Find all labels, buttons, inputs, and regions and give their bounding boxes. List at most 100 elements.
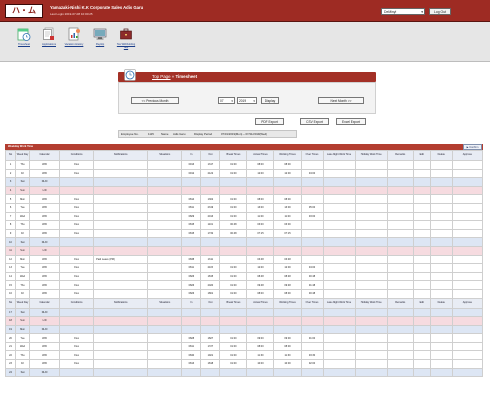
cell-edit[interactable] <box>412 177 431 187</box>
cell-edit[interactable] <box>412 228 431 239</box>
cell-edit[interactable] <box>412 367 431 378</box>
cell-delete[interactable] <box>429 177 453 187</box>
cell-approve[interactable] <box>451 228 484 239</box>
table-row[interactable]: 15 Thu W/D Flex 0826 2020 01:00 09:48 09:48 01:48 <box>4 280 484 290</box>
cell-delete[interactable] <box>429 280 453 290</box>
cell-edit[interactable] <box>412 288 431 299</box>
cell-approve[interactable] <box>451 341 484 352</box>
cell-edit[interactable] <box>412 263 431 273</box>
cell-approve[interactable] <box>451 177 484 187</box>
table-row[interactable]: 11 Sun L/D <box>4 245 484 256</box>
table-row[interactable]: 22 Thu W/D Flex 0840 1921 01:00 11:30 11:30 03:30 <box>4 350 484 361</box>
cell-approve[interactable] <box>451 254 484 265</box>
cell-approve[interactable] <box>451 288 484 299</box>
cell-edit[interactable] <box>412 211 431 222</box>
cell-approve[interactable] <box>451 324 484 335</box>
cell-delete[interactable] <box>429 211 453 222</box>
cell-approve[interactable] <box>451 185 484 196</box>
table-row[interactable]: 9 Fri W/D Flex 0815 1732 00:48 07:15 07:15 <box>4 228 484 239</box>
cell-delete[interactable] <box>429 341 453 352</box>
cell-edit[interactable] <box>412 316 431 326</box>
cell-edit[interactable] <box>412 185 431 196</box>
cell-edit[interactable] <box>412 194 431 204</box>
table-row[interactable]: 10 Sat DL/D <box>4 237 484 247</box>
cell-edit[interactable] <box>412 160 431 170</box>
excel-export-button[interactable]: Excel Export <box>336 118 366 125</box>
cell-delete[interactable] <box>429 168 453 179</box>
cell-approve[interactable] <box>451 160 484 170</box>
table-row[interactable]: 23 Fri W/D Flex 0813 1818 01:00 10:00 10:00 02:00 <box>4 359 484 369</box>
table-row[interactable]: 13 Tue W/D Flex 0811 2115 01:00 12:00 12:00 04:00 <box>4 263 484 273</box>
cell-edit[interactable] <box>412 202 431 213</box>
cell-delete[interactable] <box>429 194 453 204</box>
month-select[interactable]: 07 ▾ <box>218 97 235 104</box>
cell-approve[interactable] <box>451 220 484 230</box>
company-logo[interactable]: ハ・ム <box>5 4 43 18</box>
cell-approve[interactable] <box>451 280 484 290</box>
cell-edit[interactable] <box>412 280 431 290</box>
year-select[interactable]: 2019 ▾ <box>237 97 257 104</box>
cell-delete[interactable] <box>429 288 453 299</box>
table-row[interactable]: 8 Thu W/D Flex 0815 1101 00:48 03:00 03:00 <box>4 220 484 230</box>
cell-edit[interactable] <box>412 168 431 179</box>
cell-approve[interactable] <box>451 271 484 282</box>
table-row[interactable]: 17 Sat DL/D <box>4 307 484 318</box>
cell-approve[interactable] <box>451 194 484 204</box>
cell-delete[interactable] <box>429 185 453 196</box>
cell-delete[interactable] <box>429 245 453 256</box>
cell-approve[interactable] <box>451 359 484 369</box>
cell-approve[interactable] <box>451 333 484 343</box>
table-row[interactable]: 6 Tue W/D Flex 0811 2319 01:00 13:00 13:00 05:00 <box>4 202 484 213</box>
table-row[interactable]: 20 Tue W/D Flex 0828 1827 01:00 09:00 09:00 01:00 <box>4 333 484 343</box>
cell-edit[interactable] <box>412 254 431 265</box>
cell-delete[interactable] <box>429 228 453 239</box>
table-row[interactable]: 1 Thu W/D Flex 0913 1317 01:00 08:00 08:00 <box>4 160 484 170</box>
cell-approve[interactable] <box>451 367 484 378</box>
cell-approve[interactable] <box>451 168 484 179</box>
cell-delete[interactable] <box>429 271 453 282</box>
cell-approve[interactable] <box>451 263 484 273</box>
cell-approve[interactable] <box>451 350 484 361</box>
table-row[interactable]: 18 Sun L/D <box>4 316 484 326</box>
previous-month-button[interactable]: << Previous Month <box>131 97 179 104</box>
cell-delete[interactable] <box>429 254 453 265</box>
table-row[interactable]: 16 Fri W/D Flex 0826 1801 01:00 08:00 08:00 00:48 <box>4 288 484 299</box>
pdf-export-button[interactable]: PDF Export <box>255 118 284 125</box>
cell-approve[interactable] <box>451 316 484 326</box>
breadcrumb-top-page[interactable]: Top Page <box>152 74 171 79</box>
cell-delete[interactable] <box>429 263 453 273</box>
cell-edit[interactable] <box>412 245 431 256</box>
cell-delete[interactable] <box>429 359 453 369</box>
cell-edit[interactable] <box>412 350 431 361</box>
next-month-button[interactable]: Next Month >> <box>318 97 364 104</box>
cell-edit[interactable] <box>412 307 431 318</box>
cell-edit[interactable] <box>412 324 431 335</box>
cell-approve[interactable] <box>451 245 484 256</box>
toolbar-item-payslip[interactable]: Payslip <box>89 27 111 46</box>
cell-delete[interactable] <box>429 324 453 335</box>
logout-button[interactable]: Log Out <box>429 8 451 15</box>
cell-delete[interactable] <box>429 220 453 230</box>
cell-approve[interactable] <box>451 211 484 222</box>
confirm-button[interactable]: ▶ Confirm <box>463 144 482 150</box>
table-row[interactable]: 24 Sat DL/D <box>4 367 484 378</box>
cell-delete[interactable] <box>429 202 453 213</box>
cell-edit[interactable] <box>412 359 431 369</box>
cell-delete[interactable] <box>429 307 453 318</box>
language-select[interactable]: DeMinyl ▾ <box>381 8 425 15</box>
cell-edit[interactable] <box>412 333 431 343</box>
cell-delete[interactable] <box>429 367 453 378</box>
toolbar-item-vacation-history[interactable]: Vacation History <box>63 27 85 46</box>
table-row[interactable]: 19 Mon DL/D <box>4 324 484 335</box>
cell-delete[interactable] <box>429 316 453 326</box>
toolbar-item-timesheet[interactable]: Timesheet <box>13 27 35 46</box>
cell-delete[interactable] <box>429 160 453 170</box>
table-row[interactable]: 3 Sat DL/D <box>4 177 484 187</box>
cell-approve[interactable] <box>451 307 484 318</box>
csv-export-button[interactable]: CSV Export <box>300 118 329 125</box>
table-row[interactable]: 4 Sun L/D <box>4 185 484 196</box>
display-button[interactable]: Display <box>261 97 279 104</box>
table-row[interactable]: 7 Wed W/D Flex 0829 2013 01:00 11:00 11:00 03:00 <box>4 211 484 222</box>
cell-edit[interactable] <box>412 341 431 352</box>
cell-approve[interactable] <box>451 237 484 247</box>
